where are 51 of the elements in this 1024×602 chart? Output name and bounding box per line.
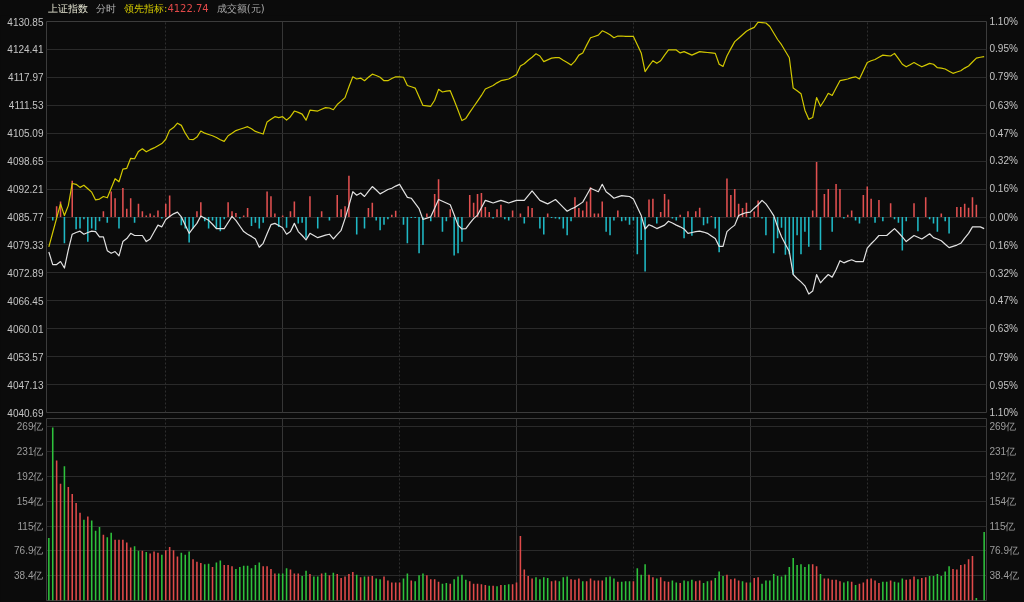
y-tick-label: 4092.21: [7, 184, 44, 196]
line-series: [48, 183, 985, 295]
y-tick-label: 231亿: [16, 445, 44, 457]
y-tick-label: 4130.85: [7, 16, 44, 28]
y2-tick-label: 0.47%: [989, 295, 1018, 307]
y-tick-label: 4111.53: [8, 100, 44, 112]
text: 4122.74: [167, 3, 209, 14]
y2-tick-label: 115亿: [989, 520, 1016, 532]
chart-subtitle: 分时: [96, 3, 116, 14]
y-tick-label: 4040.69: [7, 407, 44, 419]
y-tick-label: 4047.13: [7, 379, 44, 391]
y-tick-label: 4079.33: [7, 239, 44, 251]
y-tick-label: 4060.01: [7, 323, 44, 335]
y2-tick-label: 0.00%: [989, 211, 1018, 223]
y-tick-label: 269亿: [16, 421, 44, 433]
y2-tick-label: 76.9亿: [989, 545, 1019, 557]
y-tick-label: 4066.45: [7, 295, 44, 307]
y2-tick-label: 231亿: [989, 445, 1017, 457]
text: 领先指标:: [124, 3, 168, 14]
chart-title: 上证指数: [48, 3, 88, 14]
y-tick-label: 4085.77: [7, 212, 44, 223]
y-tick-label: 38.4亿: [14, 570, 44, 582]
y2-tick-label: 0.63%: [989, 323, 1018, 335]
y-tick-label: 4124.41: [7, 44, 44, 56]
y2-tick-label: 0.63%: [989, 99, 1018, 111]
y2-tick-label: 0.47%: [989, 127, 1018, 139]
y-tick-label: 115亿: [17, 520, 44, 532]
line-series: [48, 21, 985, 248]
y2-tick-label: 0.79%: [989, 351, 1018, 363]
y2-tick-label: 0.95%: [989, 380, 1018, 392]
y-tick-label: 4072.89: [7, 267, 44, 279]
y-tick-label: 192亿: [16, 471, 44, 483]
y2-tick-label: 1.10%: [989, 16, 1018, 27]
y-tick-label: 4117.97: [8, 72, 44, 84]
y2-tick-label: 269亿: [989, 421, 1017, 433]
y2-tick-label: 0.79%: [989, 71, 1018, 83]
y-tick-label: 4105.09: [7, 128, 44, 140]
y2-tick-label: 0.32%: [989, 268, 1018, 280]
text: 成交额(元): [216, 3, 265, 14]
y-tick-label: 154亿: [16, 495, 44, 507]
y2-tick-label: 0.95%: [989, 42, 1018, 54]
y2-tick-label: 192亿: [989, 471, 1017, 483]
y-tick-label: 4053.57: [7, 351, 44, 363]
y-tick-label: 76.9亿: [14, 545, 44, 557]
y2-tick-label: 154亿: [989, 495, 1017, 507]
y2-tick-label: 0.16%: [989, 239, 1018, 251]
y2-tick-label: 1.10%: [989, 407, 1018, 418]
y2-tick-label: 0.32%: [989, 154, 1018, 166]
y-tick-label: 4098.65: [7, 156, 44, 168]
y2-tick-label: 0.16%: [989, 183, 1018, 195]
y2-tick-label: 38.4亿: [989, 570, 1019, 582]
